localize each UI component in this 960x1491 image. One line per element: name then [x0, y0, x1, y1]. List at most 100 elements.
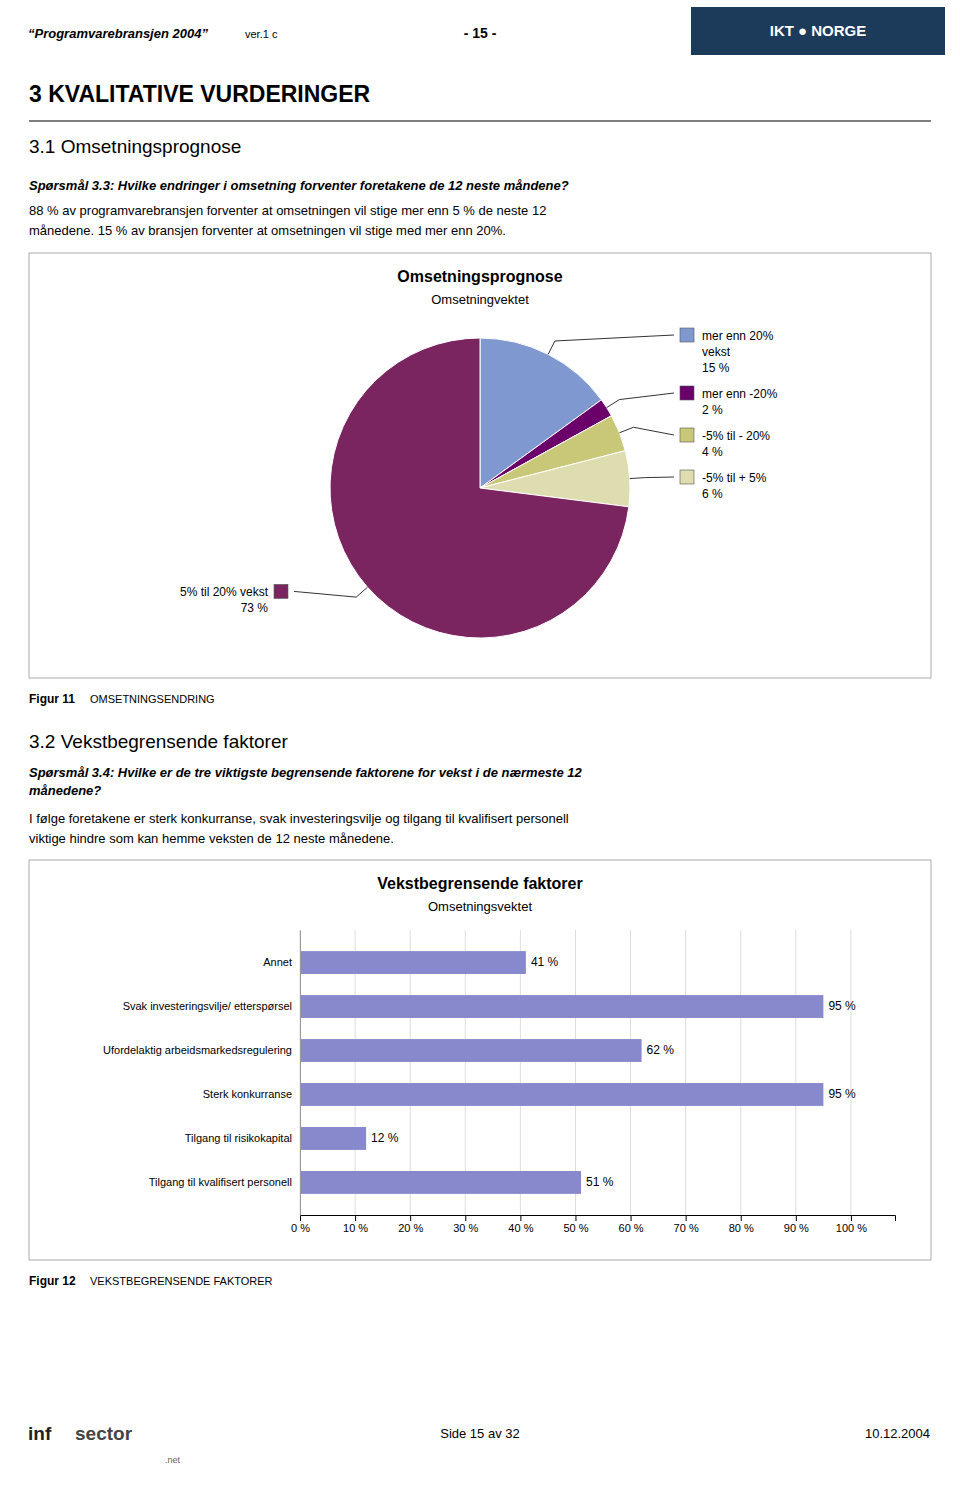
slice-label-line: -5% til - 20% — [702, 429, 770, 443]
x-tick-label: 10 % — [343, 1222, 368, 1234]
x-tick-mark — [851, 1215, 852, 1221]
y-axis-line — [300, 931, 301, 1216]
x-tick: 70 % — [674, 1215, 699, 1234]
figure-caption: VEKSTBEGRENSENDE FAKTORER — [90, 1275, 273, 1287]
slice-label-line: mer enn -20% — [702, 387, 778, 401]
x-tick-mark — [575, 1215, 576, 1221]
data-label: 41 % — [531, 955, 559, 969]
chart-frame — [29, 253, 931, 678]
category-label: Ufordelaktig arbeidsmarkedsregulering — [103, 1044, 292, 1056]
slice-label: mer enn 20% vekst — [702, 329, 774, 359]
y-tick: Tilgang til risikokapital — [185, 1132, 300, 1144]
x-tick-label: 90 % — [784, 1222, 809, 1234]
bar — [300, 995, 823, 1018]
body-text: viktige hindre som kan hemme veksten de … — [29, 831, 394, 846]
category-label: Tilgang til kvalifisert personell — [149, 1176, 292, 1188]
y-axis: Annet Svak investeringsvilje/ etterspørse… — [103, 931, 300, 1216]
footer-logo: inf — [28, 1423, 52, 1444]
category-label: Sterk konkurranse — [203, 1088, 292, 1100]
data-label: 62 % — [647, 1043, 675, 1057]
label-swatch — [680, 428, 694, 442]
question: månedene? — [29, 783, 101, 798]
chart-title: Vekstbegrensende faktorer — [377, 875, 582, 892]
page: “Programvarebransjen 2004” ver.1 c - 15 - I… — [0, 0, 960, 1491]
logo-box — [691, 7, 945, 55]
slice-label: -5% til + 5% — [702, 471, 767, 485]
y-tick: Sterk konkurranse — [203, 1088, 300, 1100]
x-tick: 10 % — [343, 1215, 368, 1234]
slice-label-line: -5% til + 5% — [702, 471, 767, 485]
bar — [300, 1171, 581, 1194]
data-label: 73 % — [241, 601, 269, 615]
x-tick-label: 30 % — [453, 1222, 478, 1234]
pie-slice — [330, 338, 629, 638]
slice-label: mer enn -20% — [702, 387, 778, 401]
slice-label: 5% til 20% vekst — [180, 585, 269, 599]
x-tick-label: 80 % — [729, 1222, 754, 1234]
header-page: - 15 - — [464, 25, 497, 41]
footer-date: 10.12.2004 — [865, 1426, 930, 1441]
data-label: 12 % — [371, 1131, 399, 1145]
data-label: 15 % — [702, 361, 730, 375]
chart-subtitle: Omsetningsvektet — [428, 899, 532, 914]
x-tick-label: 100 % — [836, 1222, 867, 1234]
grid-line — [795, 930, 796, 1215]
leader-line — [619, 427, 674, 435]
x-tick-mark — [741, 1215, 742, 1221]
footer: infsector.netSide 15 av 3210.12.2004 — [28, 1423, 930, 1465]
leader-line — [548, 335, 674, 354]
bar — [300, 1127, 366, 1150]
y-tick: Annet — [263, 956, 300, 968]
x-tick-mark — [520, 1215, 521, 1221]
data-label: 95 % — [828, 1087, 856, 1101]
x-tick: 50 % — [563, 1215, 588, 1234]
grid-line — [630, 930, 631, 1215]
header-title: “Programvarebransjen 2004” — [28, 26, 208, 41]
y-tick: Ufordelaktig arbeidsmarkedsregulering — [103, 1044, 300, 1056]
footer-logo: .net — [165, 1455, 181, 1465]
bar — [300, 951, 526, 974]
section-title: 3 KVALITATIVE VURDERINGER — [29, 81, 371, 107]
x-tick-label: 20 % — [398, 1222, 423, 1234]
x-tick: 20 % — [398, 1215, 423, 1234]
chart-frame — [29, 860, 931, 1260]
grid-line — [850, 930, 851, 1215]
x-tick: 30 % — [453, 1215, 478, 1234]
leader-line — [607, 393, 674, 408]
header-version: ver.1 c — [245, 28, 278, 40]
x-tick-label: 50 % — [563, 1222, 588, 1234]
x-tick: 0 % — [291, 1215, 310, 1234]
bar — [300, 1039, 642, 1062]
grid-line — [740, 930, 741, 1215]
footer-page: Side 15 av 32 — [440, 1426, 520, 1441]
y-tick: Svak investeringsvilje/ etterspørsel — [123, 1000, 300, 1012]
slice-label: -5% til - 20% — [702, 429, 770, 443]
x-tick-mark — [796, 1215, 797, 1221]
data-label: 51 % — [586, 1175, 614, 1189]
pie-chart-box: OmsetningsprognoseOmsetningvektetmer enn… — [29, 253, 931, 678]
header: “Programvarebransjen 2004” ver.1 c - 15 - I… — [28, 7, 945, 55]
x-tick-label: 60 % — [619, 1222, 644, 1234]
chart-subtitle: Omsetningvektet — [431, 292, 529, 307]
label-swatch — [680, 328, 694, 342]
x-tick: 100 % — [836, 1215, 867, 1234]
logo-text: IKT ● NORGE — [770, 22, 867, 39]
body-text: månedene. 15 % av bransjen forventer at … — [29, 223, 506, 238]
y-tick: Tilgang til kvalifisert personell — [149, 1176, 300, 1188]
subsection-title: 3.1 Omsetningsprognose — [29, 136, 241, 157]
slice-label-line: 5% til 20% vekst — [180, 585, 269, 599]
figure-label: Figur 11 — [29, 692, 75, 706]
data-label: 4 % — [702, 445, 723, 459]
slice-label-line: vekst — [702, 345, 731, 359]
x-tick-label: 0 % — [291, 1222, 310, 1234]
data-label: 6 % — [702, 487, 723, 501]
question: Spørsmål 3.3: Hvilke endringer i omsetni… — [29, 178, 569, 193]
x-axis: 0 %10 %20 %30 %40 %50 %60 %70 %80 %90 %1… — [291, 1215, 895, 1234]
grid — [300, 930, 851, 1215]
x-tick-mark — [686, 1215, 687, 1221]
x-tick-mark — [300, 1215, 301, 1221]
bar-chart-box: Vekstbegrensende faktorer Omsetningsvekte… — [29, 860, 931, 1260]
x-tick-mark — [410, 1215, 411, 1221]
slice-label-line: mer enn 20% — [702, 329, 774, 343]
category-label: Tilgang til risikokapital — [185, 1132, 292, 1144]
